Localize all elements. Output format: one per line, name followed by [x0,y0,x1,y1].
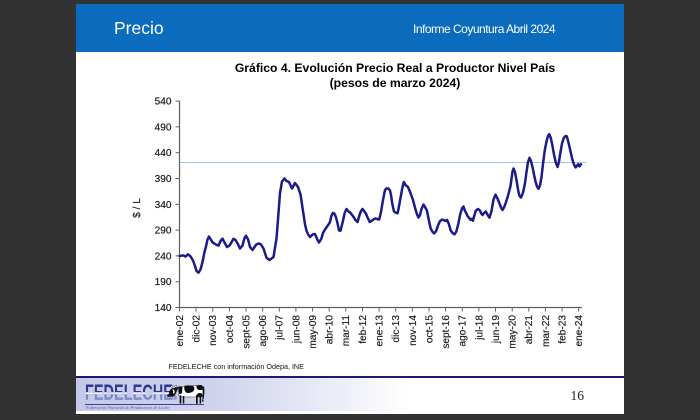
svg-text:dic-13: dic-13 [391,315,402,343]
svg-text:jun-19: jun-19 [491,315,502,344]
svg-text:190: 190 [155,277,172,288]
svg-text:feb-23: feb-23 [558,315,569,344]
svg-text:290: 290 [155,226,172,237]
svg-text:$ / L: $ / L [132,198,143,218]
svg-text:ago-17: ago-17 [458,315,469,347]
svg-text:490: 490 [155,122,172,133]
svg-text:feb-12: feb-12 [358,315,369,344]
svg-text:jul-07: jul-07 [275,315,286,341]
svg-text:ago-06: ago-06 [258,315,269,347]
svg-text:mar-22: mar-22 [541,315,552,347]
svg-text:nov-14: nov-14 [408,315,419,346]
svg-text:ene-24: ene-24 [574,315,585,347]
svg-text:jun-08: jun-08 [291,315,302,344]
svg-text:ene-13: ene-13 [375,315,386,347]
svg-text:may-09: may-09 [308,315,319,349]
svg-text:440: 440 [155,148,172,159]
svg-text:390: 390 [155,174,172,185]
svg-text:abr-21: abr-21 [524,315,535,345]
svg-text:abr-10: abr-10 [325,315,336,345]
svg-text:mar-11: mar-11 [341,315,352,347]
svg-text:may-20: may-20 [508,315,519,349]
svg-text:sept-16: sept-16 [441,315,452,349]
svg-text:jul-18: jul-18 [474,315,485,341]
svg-text:240: 240 [155,251,172,262]
svg-text:oct-04: oct-04 [225,315,236,343]
svg-text:oct-15: oct-15 [424,315,435,343]
svg-text:ene-02: ene-02 [175,315,186,347]
svg-text:340: 340 [155,200,172,211]
svg-text:540: 540 [155,97,172,108]
svg-text:dic-02: dic-02 [192,315,203,343]
svg-text:sept-05: sept-05 [241,315,252,349]
svg-text:140: 140 [155,303,172,314]
svg-text:nov-03: nov-03 [208,315,219,346]
